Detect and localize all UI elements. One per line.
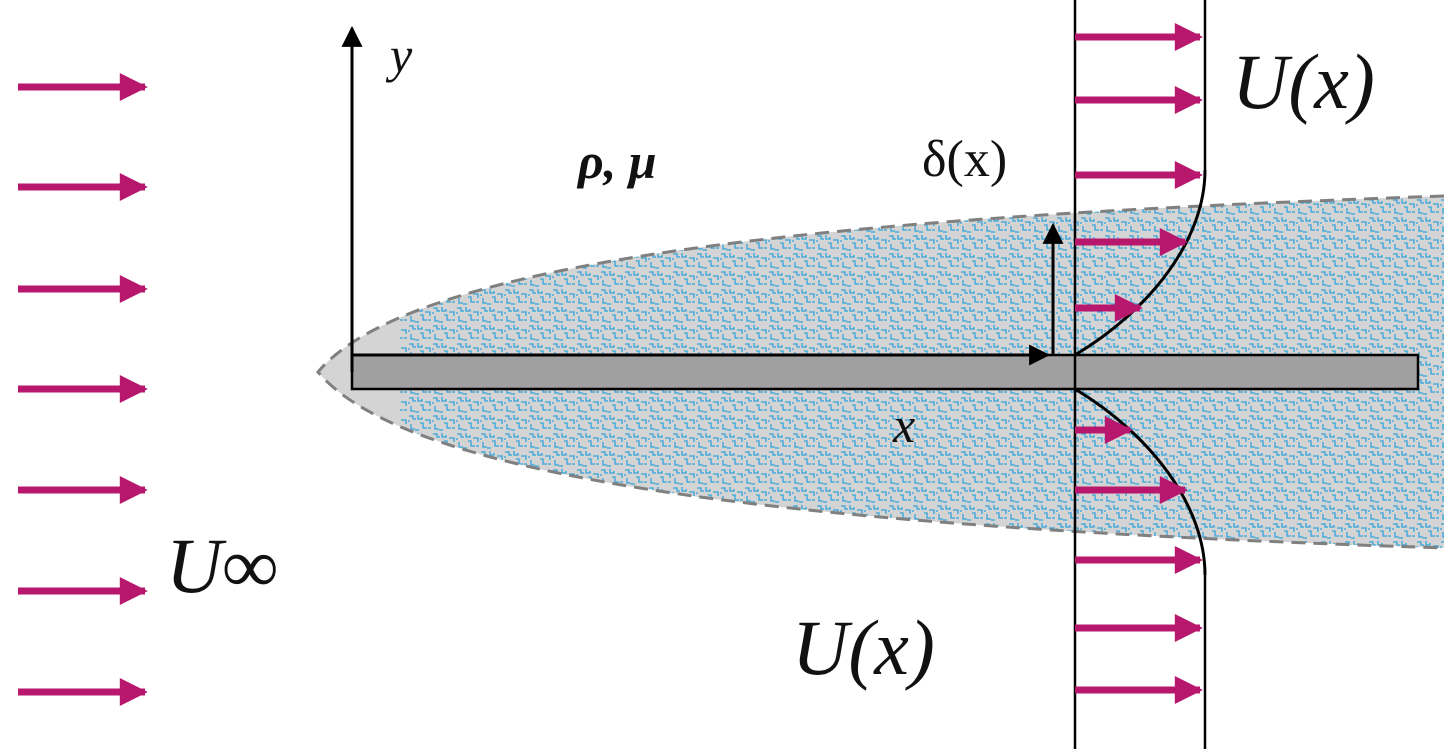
fluid-properties: ρ, μ <box>576 133 657 189</box>
velocity-profile-top <box>1074 169 1207 357</box>
velocity-top-label: U(x) <box>1232 38 1375 125</box>
delta-label: δ(x) <box>922 131 1007 188</box>
freestream-arrows <box>18 73 148 706</box>
y-axis-label: y <box>385 27 413 83</box>
profile-arrows <box>1075 23 1203 704</box>
velocity-bottom-label: U(x) <box>792 604 935 691</box>
freestream-label: U∞ <box>166 522 278 609</box>
x-axis-label: x <box>892 397 915 453</box>
boundary-layer-edge <box>316 194 1444 550</box>
flat-plate <box>350 353 1420 391</box>
